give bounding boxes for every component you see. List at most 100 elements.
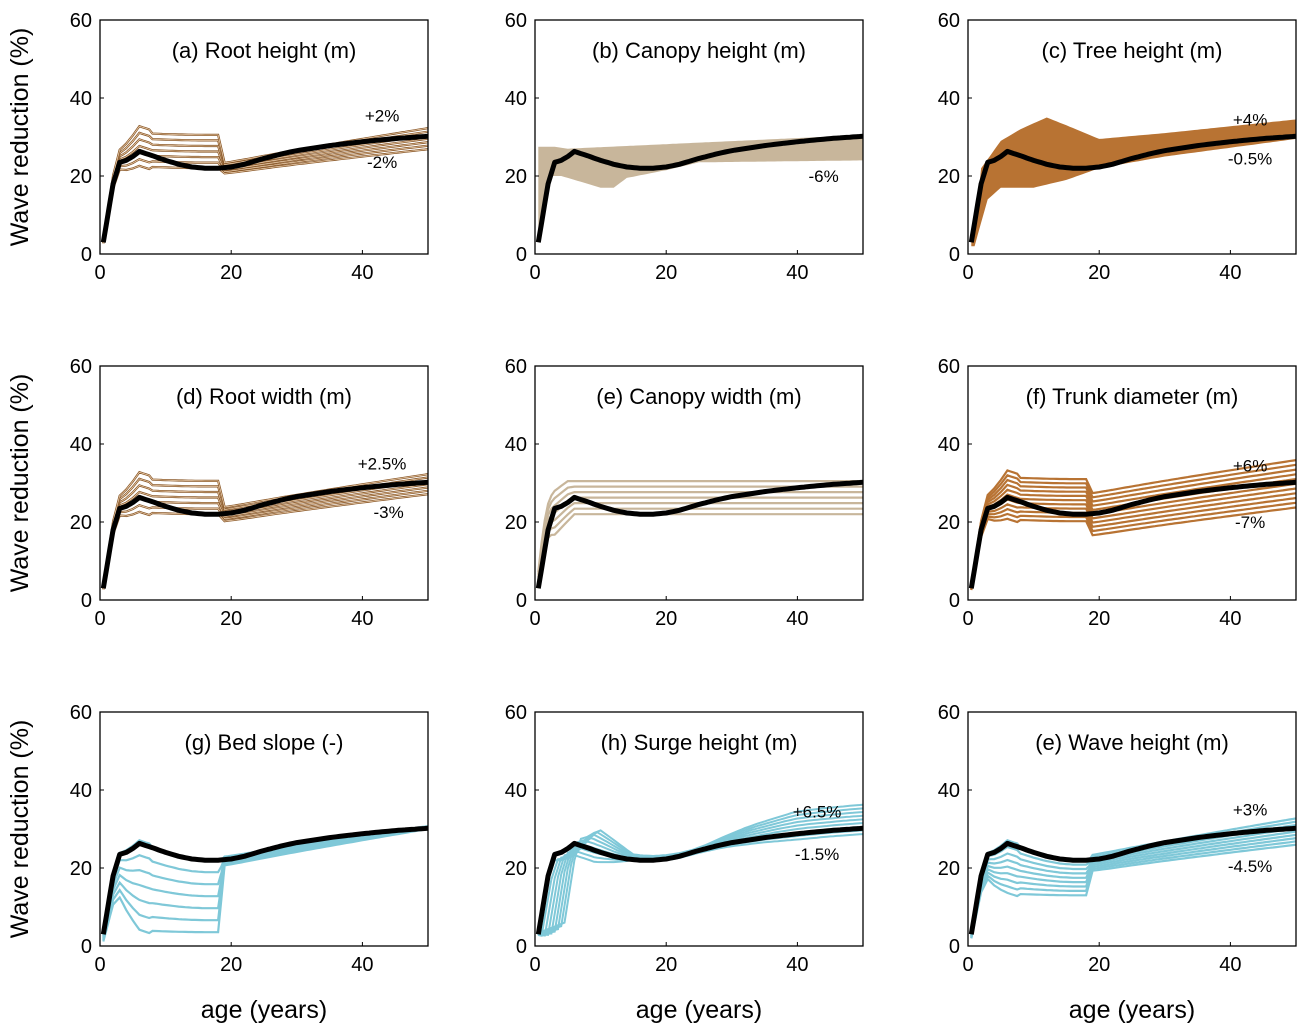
percent-change-annotation: +4% (1233, 110, 1268, 129)
panel-b-canopy-height: 0 20 40 0 20 40 60 (b) Canopy height (m) -6% (505, 10, 864, 284)
sensitivity-band (971, 117, 1296, 247)
y-tick-label: 60 (938, 702, 960, 724)
x-tick-label: 0 (94, 954, 105, 976)
sensitivity-line (537, 491, 863, 578)
sensitivity-line-highlight (103, 148, 428, 244)
y-tick-label: 20 (938, 512, 960, 534)
y-axis-label: Wave reduction (%) (6, 28, 34, 247)
percent-change-annotation: +6% (1233, 456, 1268, 475)
x-tick-label: 0 (94, 262, 105, 284)
sensitivity-line (970, 827, 1296, 936)
baseline-series-line (535, 133, 863, 243)
sensitivity-line (970, 843, 1296, 939)
y-tick-label: 60 (505, 356, 527, 378)
sensitivity-line (970, 473, 1296, 588)
y-tick-label: 60 (70, 10, 92, 32)
sensitivity-line (970, 468, 1296, 588)
axes-frame (99, 365, 429, 601)
sensitivity-line (970, 506, 1296, 591)
sensitivity-line (102, 825, 428, 936)
panel-a-root-height: 0 20 40 0 20 40 60 (a) Root height (m) +2% -2% Wav… (6, 10, 429, 284)
y-tick-label: 0 (81, 936, 92, 958)
y-tick-label: 0 (516, 936, 527, 958)
x-tick-label: 40 (1219, 954, 1241, 976)
panel-g-bed-slope: 0 20 40 0 20 40 60 (g) Bed slope (-) Wave reduct… (6, 702, 429, 1024)
x-tick-label: 40 (351, 954, 373, 976)
axes-frame (99, 19, 429, 255)
sensitivity-line (970, 501, 1296, 590)
x-tick-label: 20 (1088, 608, 1110, 630)
percent-change-annotation: -0.5% (1228, 149, 1272, 168)
y-tick-label: 40 (938, 780, 960, 802)
sensitivity-line-highlight (103, 145, 428, 243)
sensitivity-line (102, 825, 428, 937)
y-tick-label: 60 (505, 702, 527, 724)
y-tick-label: 60 (938, 356, 960, 378)
y-tick-label: 0 (516, 244, 527, 266)
sensitivity-line (102, 826, 428, 939)
x-tick-label: 20 (655, 262, 677, 284)
baseline-series-line (100, 825, 428, 935)
percent-change-annotation: +3% (1233, 800, 1268, 819)
plot-area (968, 117, 1296, 247)
baseline-series-line (535, 825, 863, 935)
y-tick-label: 20 (505, 512, 527, 534)
percent-change-annotation: +2% (365, 106, 400, 125)
y-tick-label: 0 (949, 590, 960, 612)
panel-d-root-width: 0 20 40 0 20 40 60 (d) Root width (m) +2.5% -3% Wa… (6, 356, 429, 630)
baseline-series-line (100, 479, 428, 589)
x-tick-label: 0 (94, 608, 105, 630)
sensitivity-line (970, 463, 1296, 587)
plot-area (100, 825, 428, 942)
y-tick-label: 40 (505, 434, 527, 456)
sensitivity-line-highlight (103, 493, 428, 590)
y-tick-label: 40 (70, 434, 92, 456)
y-tick-label: 60 (70, 356, 92, 378)
percent-change-annotation: +2.5% (358, 454, 407, 473)
sensitivity-line-highlight (103, 490, 428, 589)
sensitivity-band (538, 135, 863, 243)
axes-frame (534, 365, 864, 601)
y-tick-label: 0 (81, 590, 92, 612)
sensitivity-line (537, 513, 863, 589)
x-tick-label: 40 (1219, 262, 1241, 284)
axes-frame (967, 19, 1297, 255)
y-tick-label: 40 (505, 780, 527, 802)
y-tick-label: 40 (938, 434, 960, 456)
panel-title: (c) Tree height (m) (1042, 38, 1223, 63)
sensitivity-line (537, 803, 863, 934)
x-tick-label: 20 (655, 954, 677, 976)
y-tick-label: 20 (505, 858, 527, 880)
x-tick-label: 40 (786, 262, 808, 284)
sensitivity-line-highlight (103, 138, 428, 242)
y-axis-label: Wave reduction (%) (6, 720, 34, 939)
sensitivity-line (970, 496, 1296, 590)
axes-frame (967, 711, 1297, 947)
panel-title: (h) Surge height (m) (601, 730, 798, 755)
x-tick-label: 20 (655, 608, 677, 630)
x-tick-label: 0 (529, 262, 540, 284)
sensitivity-line (970, 837, 1296, 938)
plot-area (968, 459, 1296, 591)
percent-change-annotation: -3% (374, 503, 404, 522)
sensitivity-line (537, 496, 863, 581)
panel-title: (g) Bed slope (-) (185, 730, 344, 755)
sensitivity-line (970, 840, 1296, 939)
y-tick-label: 0 (949, 936, 960, 958)
x-tick-label: 40 (351, 262, 373, 284)
plot-area (100, 470, 428, 590)
plot-area (968, 817, 1296, 939)
x-axis-label: age (years) (636, 996, 762, 1024)
y-tick-label: 60 (938, 10, 960, 32)
y-tick-label: 20 (70, 512, 92, 534)
x-tick-label: 0 (962, 262, 973, 284)
y-tick-label: 60 (70, 702, 92, 724)
panel-e-wave-height: 0 20 40 0 20 40 60 (e) Wave height (m) +3% -4.5% a… (938, 702, 1297, 1024)
panel-e-canopy-width: 0 20 40 0 20 40 60 (e) Canopy width (m) (505, 356, 864, 630)
sensitivity-line (970, 833, 1296, 938)
y-tick-label: 40 (505, 88, 527, 110)
x-tick-label: 40 (786, 608, 808, 630)
baseline-series-line (968, 479, 1296, 589)
panel-title: (e) Canopy width (m) (596, 384, 801, 409)
